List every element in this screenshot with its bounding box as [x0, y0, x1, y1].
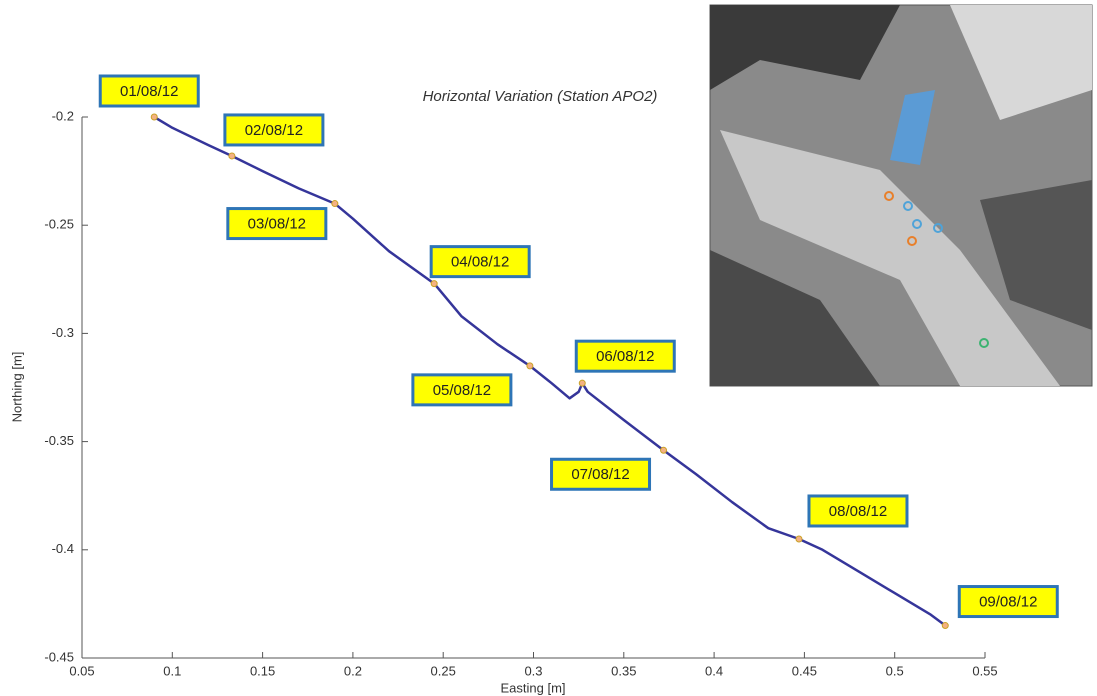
x-tick-label: 0.5	[886, 663, 904, 678]
y-tick-label: -0.2	[52, 108, 74, 123]
x-tick-label: 0.05	[69, 663, 94, 678]
inset-photo	[710, 5, 1092, 386]
x-tick-label: 0.45	[792, 663, 817, 678]
date-marker	[151, 114, 157, 120]
x-tick-label: 0.3	[524, 663, 542, 678]
x-tick-label: 0.25	[431, 663, 456, 678]
date-marker	[942, 623, 948, 629]
date-marker	[661, 447, 667, 453]
x-tick-label: 0.35	[611, 663, 636, 678]
x-tick-label: 0.4	[705, 663, 723, 678]
chart: Horizontal Variation (Station APO2) East…	[0, 0, 1097, 696]
date-label: 08/08/12	[829, 503, 887, 520]
x-tick-label: 0.55	[972, 663, 997, 678]
y-axis-label: Northing [m]	[9, 352, 24, 423]
date-label: 02/08/12	[245, 122, 303, 139]
date-label: 03/08/12	[248, 216, 306, 233]
date-marker	[332, 201, 338, 207]
y-tick-label: -0.35	[44, 433, 74, 448]
x-tick-label: 0.1	[163, 663, 181, 678]
date-label: 09/08/12	[979, 594, 1037, 611]
date-label: 04/08/12	[451, 254, 509, 271]
date-marker	[579, 380, 585, 386]
date-marker	[527, 363, 533, 369]
y-tick-label: -0.3	[52, 325, 74, 340]
y-tick-label: -0.45	[44, 649, 74, 664]
date-label: 01/08/12	[120, 83, 178, 100]
x-axis-label: Easting [m]	[500, 680, 565, 695]
y-tick-label: -0.4	[52, 541, 74, 556]
x-tick-label: 0.15	[250, 663, 275, 678]
date-marker	[431, 281, 437, 287]
chart-title: Horizontal Variation (Station APO2)	[423, 88, 658, 105]
date-label: 05/08/12	[433, 382, 491, 399]
date-marker	[796, 536, 802, 542]
date-marker	[229, 153, 235, 159]
date-label: 07/08/12	[571, 466, 629, 483]
y-tick-label: -0.25	[44, 217, 74, 232]
date-label: 06/08/12	[596, 348, 654, 365]
x-tick-label: 0.2	[344, 663, 362, 678]
